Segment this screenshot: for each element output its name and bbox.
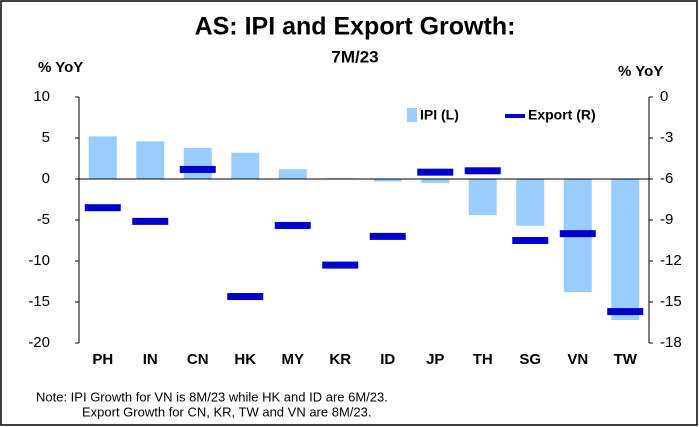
marker (84, 204, 121, 212)
y-tick-label: 10 (33, 88, 50, 105)
y2-tick-label: -18 (660, 334, 682, 351)
marker (369, 232, 406, 240)
y-axis-label: % YoY (38, 59, 83, 76)
bar (278, 169, 307, 179)
y2-tick-label: -9 (660, 211, 673, 228)
x-tick-label: HK (234, 351, 256, 368)
x-tick-label: CN (187, 351, 209, 368)
bar (421, 179, 450, 184)
note: Export Growth for CN, KR, TW and VN are … (82, 404, 371, 419)
x-tick-label: ID (380, 351, 395, 368)
chart-title: AS: IPI and Export Growth: (195, 13, 516, 41)
bar (183, 147, 212, 179)
y-tick-label: -15 (28, 293, 50, 310)
x-tick-label: IN (143, 351, 158, 368)
marker (132, 217, 169, 225)
marker (274, 221, 311, 229)
bar (136, 141, 165, 179)
y-tick-label: -10 (28, 252, 50, 269)
marker (559, 230, 596, 238)
marker (179, 165, 216, 173)
legend-label: Export (R) (528, 107, 596, 123)
x-tick-label: VN (567, 351, 588, 368)
y2-axis-label: % YoY (618, 63, 663, 80)
marker (322, 261, 359, 269)
x-tick-label: MY (282, 351, 305, 368)
y-tick-label: -20 (28, 334, 50, 351)
x-tick-label: PH (92, 351, 113, 368)
x-tick-label: TW (614, 351, 638, 368)
legend-swatch (505, 114, 525, 118)
marker (464, 167, 501, 175)
marker (512, 237, 549, 244)
legend-label: IPI (L) (420, 107, 459, 123)
y2-tick-label: -12 (660, 252, 682, 269)
y-tick-label: 5 (42, 129, 50, 146)
bar (611, 179, 640, 321)
x-tick-label: SG (519, 351, 541, 368)
legend-swatch (407, 108, 417, 122)
bar (468, 179, 497, 216)
marker (227, 293, 264, 301)
chart-subtitle: 7M/23 (331, 47, 378, 66)
y2-tick-label: -15 (660, 293, 682, 310)
y2-tick-label: -3 (660, 129, 673, 146)
y2-tick-label: -6 (660, 170, 673, 187)
x-tick-label: KR (329, 351, 351, 368)
marker (417, 168, 454, 176)
bar (231, 152, 260, 179)
bar (373, 179, 402, 182)
marker (607, 308, 644, 316)
x-tick-label: TH (473, 351, 493, 368)
x-tick-label: JP (426, 351, 444, 368)
y2-tick-label: 0 (660, 88, 668, 105)
y-tick-label: -5 (37, 211, 50, 228)
y-tick-label: 0 (42, 170, 50, 187)
bar (88, 136, 117, 179)
note: Note: IPI Growth for VN is 8M/23 while H… (36, 389, 388, 404)
bar (516, 179, 545, 226)
